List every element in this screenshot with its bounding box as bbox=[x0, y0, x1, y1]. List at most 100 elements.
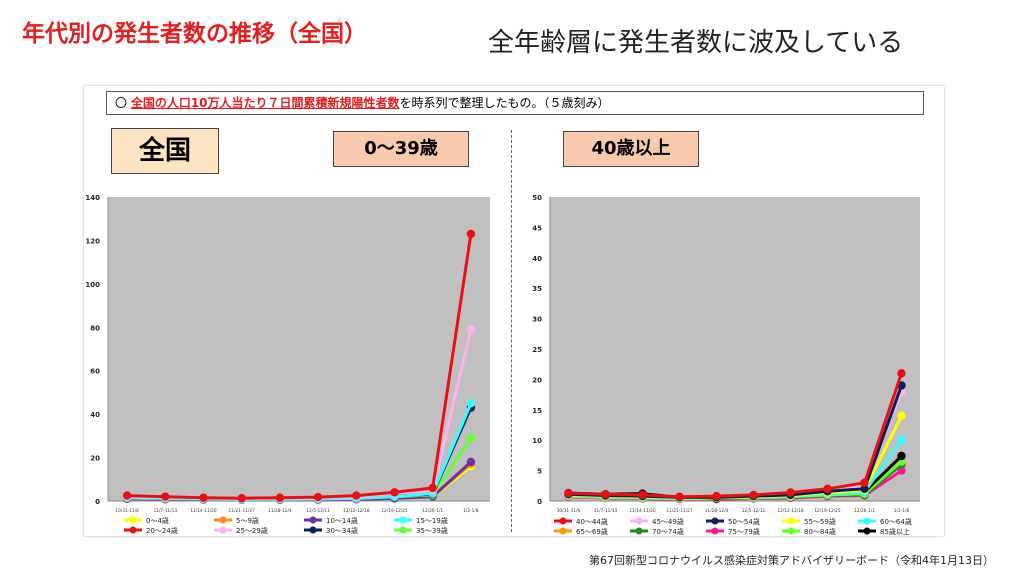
data-point bbox=[749, 490, 758, 500]
y-tick-label: 120 bbox=[85, 237, 100, 245]
legend-label: 20～24歳 bbox=[146, 526, 178, 535]
label-box-all: 全国 bbox=[111, 128, 219, 174]
data-point bbox=[275, 493, 285, 502]
y-tick-label: 0 bbox=[537, 498, 542, 506]
legend-label: 85歳以上 bbox=[880, 527, 910, 536]
label-box-young: 0～39歳 bbox=[333, 131, 469, 167]
data-point bbox=[712, 491, 721, 501]
page-subtitle: 全年齢層に発生者数に波及している bbox=[488, 28, 904, 58]
x-tick-label: 1/2-1/8 bbox=[894, 508, 910, 514]
x-tick-label: 11/21-11/27 bbox=[666, 508, 693, 514]
x-tick-label: 10/31-11/6 bbox=[115, 508, 139, 514]
data-point bbox=[786, 488, 795, 497]
legend-label: 65～69歳 bbox=[576, 527, 608, 536]
x-tick-label: 11/28-12/4 bbox=[705, 508, 729, 514]
y-tick-label: 40 bbox=[532, 255, 542, 263]
legend-label: 25～29歳 bbox=[236, 526, 268, 535]
legend-label: 40～44歳 bbox=[576, 517, 608, 526]
y-tick-label: 0 bbox=[95, 498, 100, 506]
legend-swatch-marker bbox=[399, 526, 407, 534]
y-tick-label: 60 bbox=[90, 368, 100, 376]
description-note: 〇 全国の人口10万人当たり７日間累積新規陽性者数を時系列で整理したもの。（５歳… bbox=[106, 91, 924, 115]
data-point bbox=[466, 229, 476, 239]
y-tick-label: 45 bbox=[532, 224, 542, 232]
data-point bbox=[466, 325, 476, 334]
data-point bbox=[601, 490, 610, 499]
series-line bbox=[568, 372, 903, 499]
y-tick-label: 25 bbox=[532, 346, 542, 354]
data-point bbox=[313, 492, 323, 502]
legend-swatch-marker bbox=[635, 517, 643, 525]
legend-label: 35～39歳 bbox=[416, 526, 448, 535]
data-point bbox=[675, 492, 684, 501]
data-point bbox=[823, 484, 832, 494]
legend-label: 15～19歳 bbox=[416, 516, 448, 525]
chart-young: 0 20 40 60 80 100 120 140 10/31-11/6 11/7-11/13 11… bbox=[85, 194, 490, 535]
legend-swatch-marker bbox=[219, 516, 227, 524]
x-tick-label: 11/7-11/13 bbox=[154, 508, 178, 514]
legend-label: 75～79歳 bbox=[728, 527, 760, 536]
y-tick-label: 100 bbox=[85, 281, 100, 289]
plot-area bbox=[108, 197, 490, 501]
data-point bbox=[466, 399, 476, 408]
data-point bbox=[897, 436, 906, 445]
x-tick-label: 12/19-12/25 bbox=[814, 508, 841, 514]
data-point bbox=[897, 369, 906, 378]
legend-swatch-marker bbox=[863, 527, 871, 535]
data-point bbox=[897, 466, 906, 475]
plot-area bbox=[550, 197, 920, 501]
data-point bbox=[352, 491, 361, 500]
legend-label: 50～54歳 bbox=[728, 517, 760, 526]
legend-swatch-marker bbox=[219, 526, 227, 534]
legend-swatch-marker bbox=[559, 517, 567, 525]
legend-swatch-marker bbox=[559, 527, 567, 535]
y-tick-label: 20 bbox=[90, 455, 100, 463]
legend-label: 70～74歳 bbox=[652, 527, 684, 536]
y-tick-label: 40 bbox=[90, 411, 100, 419]
data-point bbox=[897, 411, 906, 421]
legend-label: 60～64歳 bbox=[880, 517, 912, 526]
legend-swatch-marker bbox=[635, 527, 643, 535]
x-tick-label: 12/12-12/18 bbox=[777, 508, 804, 514]
note-highlight: 全国の人口10万人当たり７日間累積新規陽性者数 bbox=[130, 96, 400, 110]
legend-swatch-marker bbox=[309, 516, 317, 524]
x-tick-label: 12/5-12/11 bbox=[306, 508, 330, 514]
data-point bbox=[466, 457, 476, 467]
legend-label: 45～49歳 bbox=[652, 517, 684, 526]
x-tick-label: 11/14-11/20 bbox=[629, 508, 656, 514]
x-tick-label: 12/26-1/1 bbox=[854, 508, 875, 514]
note-prefix: 〇 bbox=[115, 96, 131, 110]
legend-label: 0～4歳 bbox=[146, 516, 169, 525]
x-tick-label: 12/19-12/25 bbox=[381, 508, 408, 514]
data-point bbox=[428, 483, 437, 493]
page-title: 年代別の発生者数の推移（全国） bbox=[22, 21, 367, 47]
legend-swatch-marker bbox=[711, 517, 719, 525]
y-tick-label: 80 bbox=[90, 324, 100, 332]
data-point bbox=[860, 478, 869, 487]
data-point bbox=[860, 484, 869, 494]
y-tick-label: 20 bbox=[532, 376, 542, 384]
series-line bbox=[127, 233, 473, 500]
y-tick-label: 10 bbox=[532, 437, 542, 445]
legend-swatch-marker bbox=[787, 527, 795, 535]
x-tick-label: 12/5-12/11 bbox=[742, 508, 766, 514]
legend-swatch-marker bbox=[129, 516, 137, 524]
legend-swatch-marker bbox=[863, 517, 871, 525]
legend-label: 30～34歳 bbox=[326, 526, 358, 535]
data-point bbox=[237, 493, 246, 503]
chart-old: 0 5 10 15 20 25 30 35 40 45 50 10/31-11/6 11/7-11/13… bbox=[532, 194, 920, 536]
y-tick-label: 50 bbox=[532, 194, 542, 202]
legend-label: 10～14歳 bbox=[326, 516, 358, 525]
note-suffix: を時系列で整理したもの。（５歳刻み） bbox=[399, 96, 610, 110]
footer-source: 第67回新型コロナウイルス感染症対策アドバイザリーボード（令和4年1月13日） bbox=[589, 554, 994, 567]
panel-divider bbox=[511, 130, 512, 532]
x-tick-label: 12/12-12/18 bbox=[343, 508, 370, 514]
legend-swatch-marker bbox=[129, 526, 137, 534]
x-tick-label: 12/26-1/1 bbox=[422, 508, 443, 514]
y-tick-label: 35 bbox=[532, 285, 542, 293]
legend-label: 55～59歳 bbox=[804, 517, 836, 526]
data-point bbox=[122, 491, 132, 500]
data-point bbox=[466, 433, 476, 443]
legend-swatch-marker bbox=[711, 527, 719, 535]
data-point bbox=[638, 490, 647, 500]
